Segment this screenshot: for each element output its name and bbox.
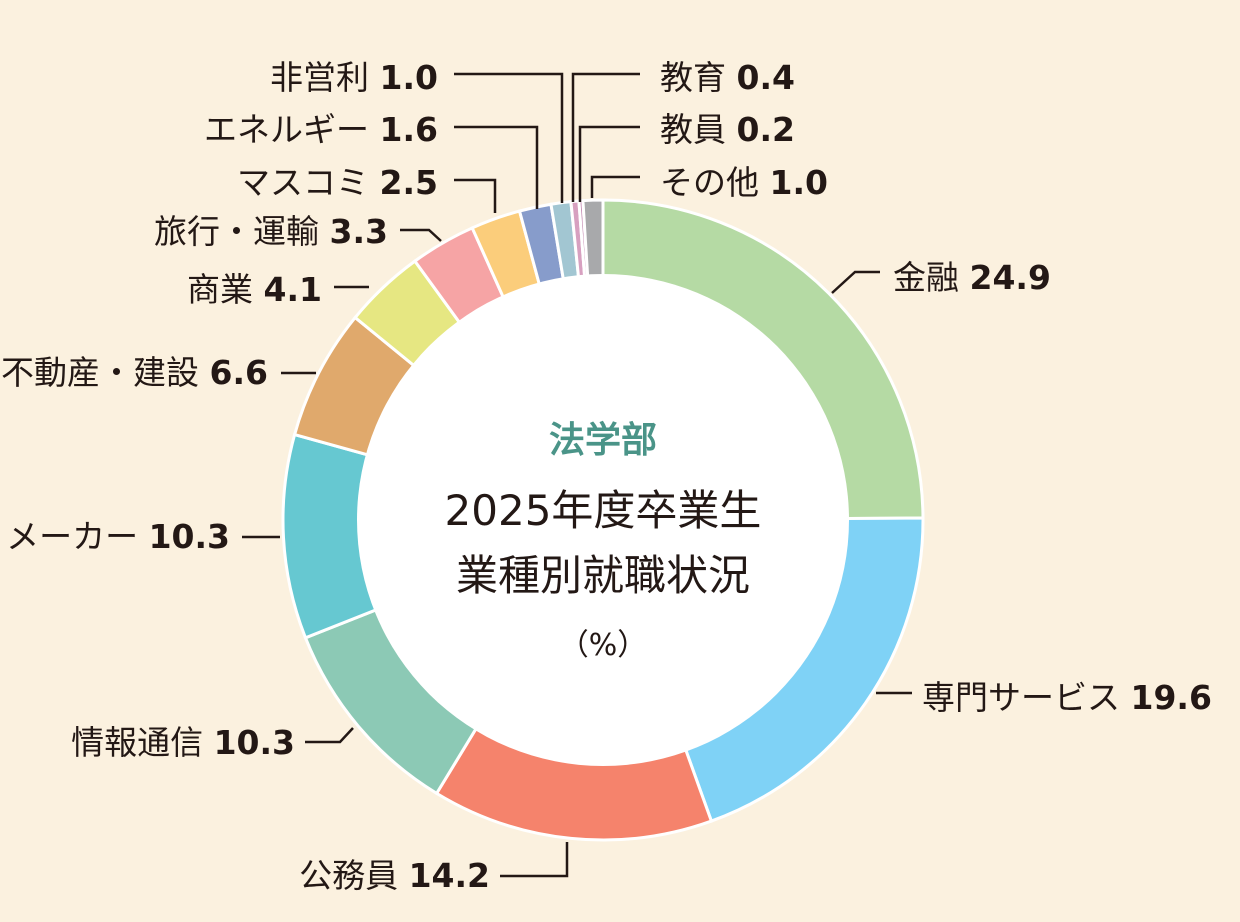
leader-line-slice-0: [831, 270, 880, 294]
leader-line-slice-12: [578, 125, 640, 202]
unit-label: （%）: [559, 628, 648, 663]
leader-line-slice-11: [571, 72, 640, 202]
slice-label-value: 2.5: [380, 163, 438, 202]
leader-lines: [242, 72, 912, 878]
leader-line-slice-8: [454, 178, 497, 213]
slice-label-value: 19.6: [1131, 678, 1212, 717]
slice-label-name: 旅行・運輸: [154, 212, 319, 251]
slice-label-value: 6.6: [210, 353, 268, 392]
slice-label-slice-4: メーカー 10.3: [6, 517, 230, 556]
slice-label-value: 4.1: [264, 270, 322, 309]
slice-label-value: 1.0: [770, 163, 828, 202]
slice-label-name: 教育: [660, 58, 726, 97]
slice-label-name: 不動産・建設: [1, 353, 199, 392]
slice-label-name: 教員: [660, 110, 726, 149]
slice-label-name: エネルギー: [204, 110, 369, 149]
slice-label-value: 0.4: [737, 58, 795, 97]
slice-label-value: 24.9: [970, 258, 1051, 297]
slice-label-value: 3.3: [330, 212, 388, 251]
department-label: 法学部: [549, 419, 657, 461]
slice-label-value: 10.3: [214, 723, 295, 762]
leader-line-slice-7: [400, 228, 442, 242]
slice-label-value: 1.6: [380, 110, 438, 149]
chart-title-line-2: 業種別就職状況: [456, 551, 750, 600]
slice-label-slice-1: 専門サービス 19.6: [922, 678, 1212, 717]
slice-label-slice-11: 教育 0.4: [660, 58, 795, 97]
slice-label-name: マスコミ: [237, 163, 369, 202]
slice-label-name: その他: [660, 163, 759, 202]
slice-label-slice-2: 公務員 14.2: [299, 856, 490, 895]
leader-line-slice-13: [590, 175, 640, 198]
slice-label-name: 非営利: [270, 58, 369, 97]
slice-label-slice-7: 旅行・運輸 3.3: [154, 212, 388, 251]
slice-label-slice-10: 非営利 1.0: [270, 58, 438, 97]
chart-title-line-1: 2025年度卒業生: [445, 486, 762, 535]
slice-label-slice-3: 情報通信 10.3: [71, 723, 295, 762]
slice-label-slice-0: 金融 24.9: [893, 258, 1051, 297]
slice-label-slice-13: その他 1.0: [660, 163, 828, 202]
slice-label-name: 商業: [187, 270, 253, 309]
slice-label-slice-8: マスコミ 2.5: [237, 163, 438, 202]
slice-label-name: 公務員: [299, 856, 398, 895]
slice-label-slice-6: 商業 4.1: [187, 270, 322, 309]
slice-label-name: 専門サービス: [922, 678, 1120, 717]
slice-label-value: 10.3: [149, 517, 230, 556]
slice-label-name: メーカー: [6, 517, 138, 556]
slice-label-name: 情報通信: [71, 723, 203, 762]
slice-label-slice-9: エネルギー 1.6: [204, 110, 438, 149]
slice-label-slice-12: 教員 0.2: [660, 110, 795, 149]
leader-line-slice-9: [454, 125, 539, 209]
slice-label-name: 金融: [893, 258, 959, 297]
slice-label-value: 0.2: [737, 110, 795, 149]
leader-line-slice-10: [454, 72, 564, 203]
slice-label-value: 1.0: [380, 58, 438, 97]
slice-label-slice-5: 不動産・建設 6.6: [1, 353, 268, 392]
leader-line-slice-2: [500, 842, 569, 878]
donut-hole: [357, 274, 849, 766]
slice-label-value: 14.2: [409, 856, 490, 895]
leader-line-slice-3: [305, 727, 354, 744]
